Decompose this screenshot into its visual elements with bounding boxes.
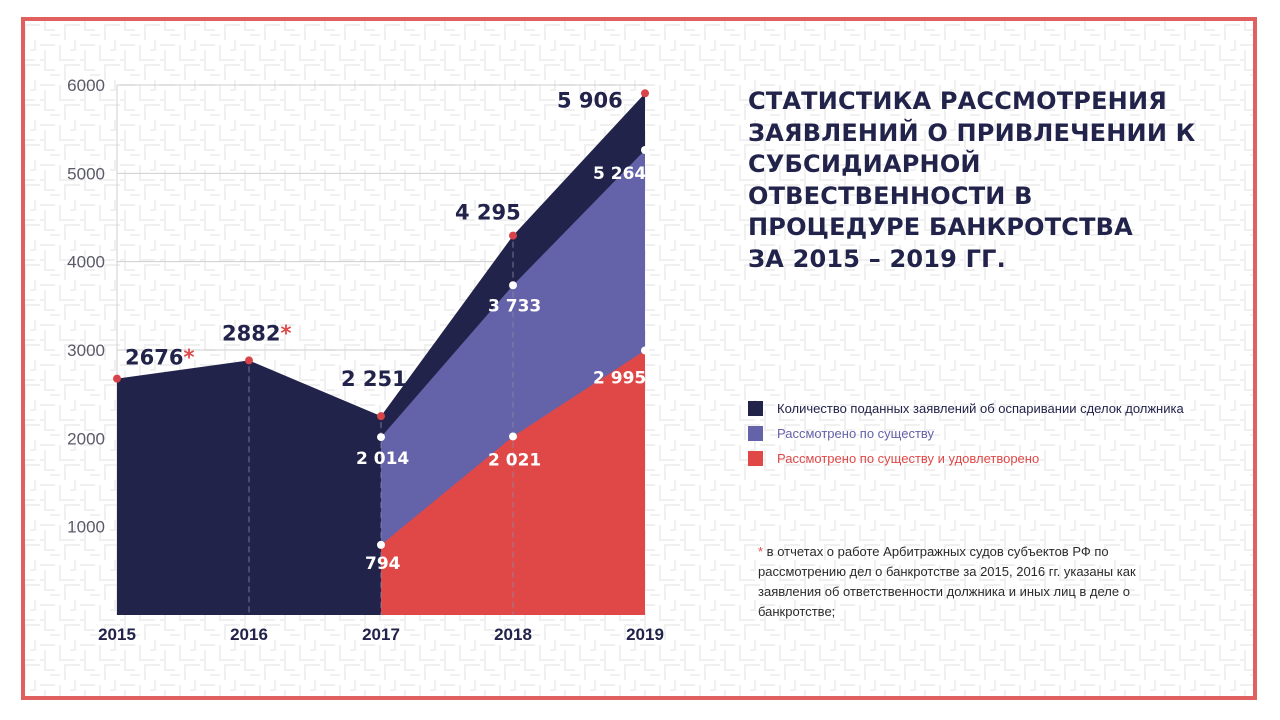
chart-title: СТАТИСТИКА РАССМОТРЕНИЯ ЗАЯВЛЕНИЙ О ПРИВ… (748, 86, 1218, 275)
y-tick-label: 5000 (67, 164, 105, 183)
legend-label: Рассмотрено по существу и удовлетворено (777, 451, 1040, 466)
footnote-text: в отчетах о работе Арбитражных судов суб… (758, 544, 1136, 619)
legend-item-considered: Рассмотрено по существу (748, 421, 1248, 446)
data-label: 794 (365, 554, 401, 574)
data-point (641, 146, 649, 155)
x-tick-label: 2016 (230, 625, 268, 644)
data-point (641, 346, 649, 355)
footnote-star-mark: * (280, 321, 291, 345)
legend-swatch-red (748, 451, 763, 466)
data-points (113, 89, 649, 549)
data-point (509, 432, 517, 441)
axis-labels: 1000 2000 3000 4000 5000 6000 2015 2016 2017 2018… (67, 76, 664, 644)
legend-item-filed: Количество поданных заявлений об оспарив… (748, 396, 1248, 421)
chart-legend: Количество поданных заявлений об оспарив… (748, 396, 1248, 471)
data-point (509, 281, 517, 290)
data-label: 2 014 (356, 449, 409, 469)
title-line: ОТВЕСТВЕННОСТИ В (748, 181, 1033, 210)
data-label: 2882* (222, 321, 291, 345)
footnote-star-mark: * (183, 346, 194, 370)
data-label: 5 906 (557, 88, 623, 112)
page-frame (21, 17, 1257, 700)
x-tick-label: 2015 (98, 625, 136, 644)
title-line: ЗАЯВЛЕНИЙ О ПРИВЛЕЧЕНИИ К (748, 118, 1196, 147)
title-line: ПРОЦЕДУРЕ БАНКРОТСТВА (748, 213, 1133, 241)
legend-swatch-navy (748, 401, 763, 416)
data-label: 2 021 (488, 450, 541, 470)
title-line: СТАТИСТИКА РАССМОТРЕНИЯ (748, 87, 1167, 115)
data-label: 4 295 (455, 201, 521, 225)
legend-label: Количество поданных заявлений об оспарив… (777, 401, 1184, 416)
title-line: ЗА 2015 – 2019 ГГ. (748, 244, 1006, 273)
data-label: 2 995 (593, 368, 646, 388)
data-point (377, 540, 385, 549)
data-point (377, 412, 385, 421)
data-point (245, 356, 253, 365)
data-labels: 2676* 2882* 2 251 4 295 5 906 2 014 3 733 5 264… (125, 88, 646, 574)
data-label: 3 733 (488, 296, 541, 316)
data-label: 2676* (125, 346, 194, 370)
y-tick-label: 6000 (67, 76, 105, 95)
footnote: * в отчетах о работе Арбитражных судов с… (758, 542, 1178, 622)
y-tick-label: 4000 (67, 253, 105, 272)
y-tick-label: 2000 (67, 429, 105, 448)
data-point (641, 89, 649, 98)
data-point (509, 231, 517, 240)
year-dashed-lines (248, 241, 514, 615)
data-point (113, 374, 121, 383)
data-point (377, 433, 385, 442)
x-tick-label: 2017 (362, 625, 400, 644)
x-tick-label: 2019 (626, 625, 664, 644)
y-tick-label: 1000 (67, 518, 105, 537)
x-tick-label: 2018 (494, 625, 532, 644)
legend-swatch-purple (748, 426, 763, 441)
title-line: СУБСИДИАРНОЙ (748, 150, 981, 178)
data-label: 5 264 (593, 164, 646, 184)
data-label: 2 251 (341, 367, 407, 391)
legend-label: Рассмотрено по существу (777, 426, 935, 441)
legend-item-satisfied: Рассмотрено по существу и удовлетворено (748, 446, 1248, 471)
y-tick-label: 3000 (67, 341, 105, 360)
footnote-star: * (758, 544, 764, 559)
